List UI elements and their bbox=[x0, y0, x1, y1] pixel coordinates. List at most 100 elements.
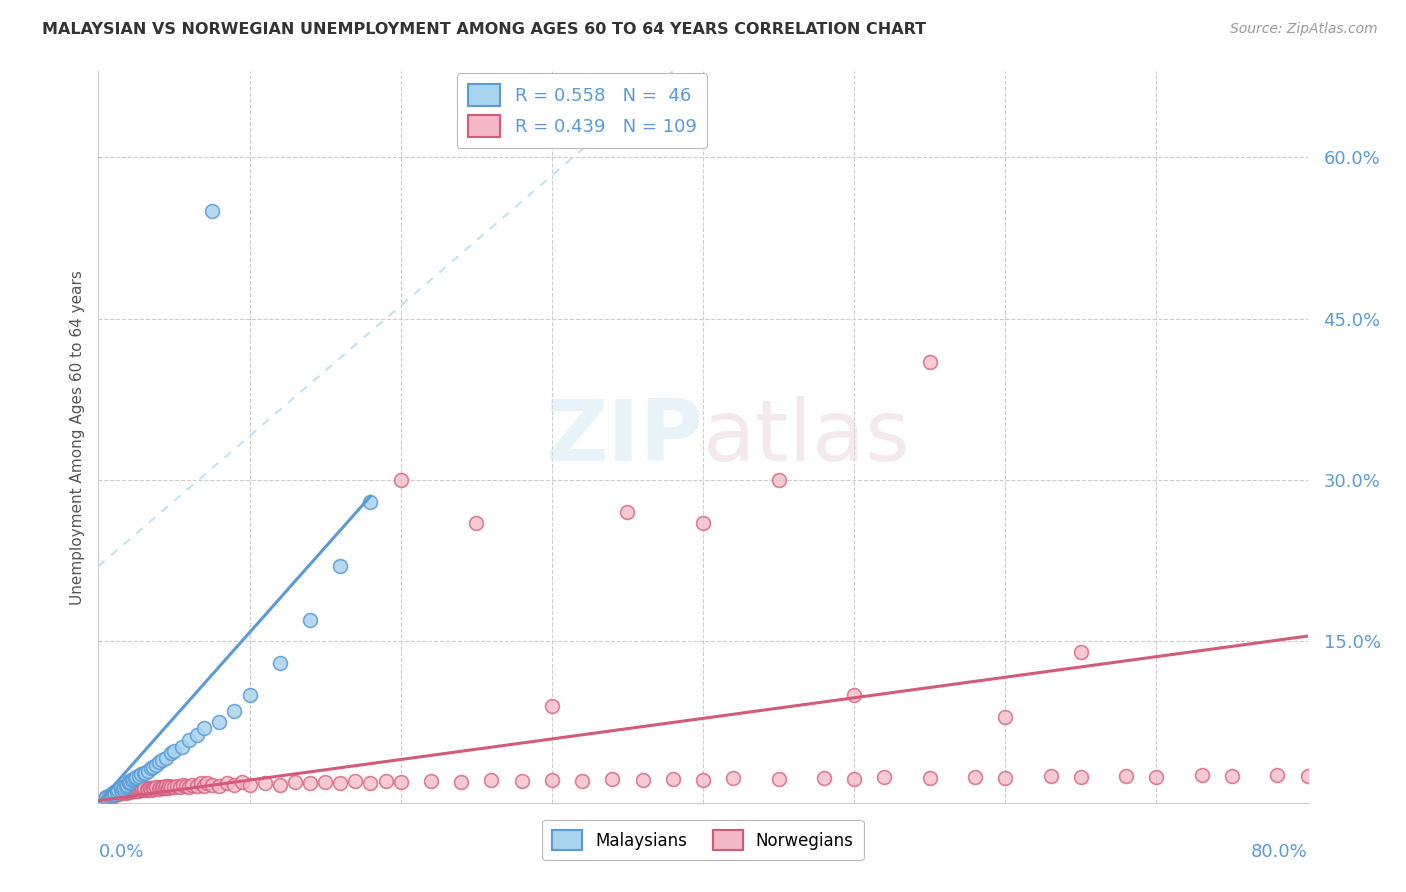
Point bbox=[360, 494, 382, 508]
Point bbox=[215, 776, 238, 790]
Point bbox=[239, 688, 262, 702]
Point bbox=[139, 780, 162, 795]
Point bbox=[150, 780, 173, 795]
Point bbox=[112, 780, 135, 794]
Point bbox=[201, 204, 224, 219]
Point bbox=[239, 778, 262, 792]
Point bbox=[132, 783, 155, 797]
Point bbox=[193, 721, 215, 735]
Point bbox=[314, 775, 336, 789]
Point bbox=[768, 473, 790, 487]
Point bbox=[768, 772, 790, 786]
Point bbox=[107, 787, 129, 801]
Point bbox=[108, 786, 131, 800]
Point bbox=[163, 744, 186, 758]
Point bbox=[166, 779, 188, 793]
Point bbox=[465, 516, 488, 530]
Point bbox=[148, 755, 170, 769]
Point bbox=[450, 775, 472, 789]
Point bbox=[115, 785, 138, 799]
Point bbox=[114, 784, 136, 798]
Point bbox=[994, 710, 1017, 724]
Point bbox=[510, 774, 533, 789]
Point bbox=[155, 750, 177, 764]
Point bbox=[141, 761, 163, 775]
Point bbox=[186, 779, 208, 793]
Text: 0.0%: 0.0% bbox=[98, 843, 143, 861]
Point bbox=[616, 505, 638, 519]
Point bbox=[125, 783, 148, 797]
Point bbox=[481, 773, 503, 788]
Point bbox=[374, 774, 396, 789]
Point bbox=[129, 783, 152, 797]
Point bbox=[118, 776, 141, 790]
Point bbox=[127, 784, 149, 798]
Point bbox=[110, 780, 132, 794]
Point bbox=[540, 773, 562, 788]
Point bbox=[661, 772, 683, 786]
Point bbox=[389, 473, 412, 487]
Point bbox=[208, 715, 231, 730]
Point bbox=[141, 783, 163, 797]
Point bbox=[389, 775, 412, 789]
Point bbox=[224, 778, 246, 792]
Point bbox=[329, 776, 352, 790]
Point bbox=[94, 790, 117, 805]
Point bbox=[103, 787, 125, 801]
Point bbox=[129, 766, 152, 780]
Point bbox=[105, 785, 128, 799]
Point bbox=[118, 783, 141, 797]
Point bbox=[195, 776, 218, 790]
Point bbox=[965, 770, 987, 784]
Point bbox=[148, 781, 170, 796]
Point bbox=[110, 783, 132, 797]
Point bbox=[112, 784, 135, 798]
Point bbox=[145, 758, 167, 772]
Point bbox=[631, 773, 654, 788]
Text: Source: ZipAtlas.com: Source: ZipAtlas.com bbox=[1230, 22, 1378, 37]
Point bbox=[104, 787, 127, 801]
Point bbox=[128, 769, 150, 783]
Point bbox=[120, 775, 142, 789]
Point bbox=[844, 688, 866, 702]
Point bbox=[135, 783, 157, 797]
Point bbox=[128, 781, 150, 796]
Point bbox=[101, 787, 124, 801]
Point bbox=[1267, 768, 1289, 782]
Point bbox=[100, 789, 122, 803]
Point bbox=[170, 739, 193, 754]
Point bbox=[813, 771, 835, 785]
Point bbox=[284, 775, 307, 789]
Point bbox=[94, 790, 117, 805]
Point bbox=[111, 781, 134, 796]
Point bbox=[101, 790, 124, 805]
Point bbox=[193, 779, 215, 793]
Point bbox=[918, 355, 941, 369]
Point bbox=[114, 779, 136, 793]
Point bbox=[105, 786, 128, 800]
Point bbox=[121, 784, 143, 798]
Point bbox=[1220, 769, 1243, 783]
Point bbox=[873, 770, 896, 784]
Point bbox=[181, 778, 204, 792]
Point bbox=[1144, 770, 1167, 784]
Point bbox=[844, 772, 866, 786]
Point bbox=[994, 771, 1017, 785]
Point bbox=[120, 785, 142, 799]
Point bbox=[163, 780, 186, 794]
Text: 80.0%: 80.0% bbox=[1251, 843, 1308, 861]
Point bbox=[186, 728, 208, 742]
Point bbox=[692, 516, 714, 530]
Point bbox=[125, 770, 148, 784]
Point bbox=[118, 774, 141, 789]
Point bbox=[100, 789, 122, 803]
Point bbox=[98, 789, 121, 804]
Point bbox=[110, 785, 132, 799]
Point bbox=[1115, 769, 1137, 783]
Point bbox=[136, 764, 159, 778]
Point bbox=[420, 774, 443, 789]
Point bbox=[155, 779, 177, 793]
Text: ZIP: ZIP bbox=[546, 395, 703, 479]
Point bbox=[145, 780, 167, 794]
Point bbox=[110, 786, 132, 800]
